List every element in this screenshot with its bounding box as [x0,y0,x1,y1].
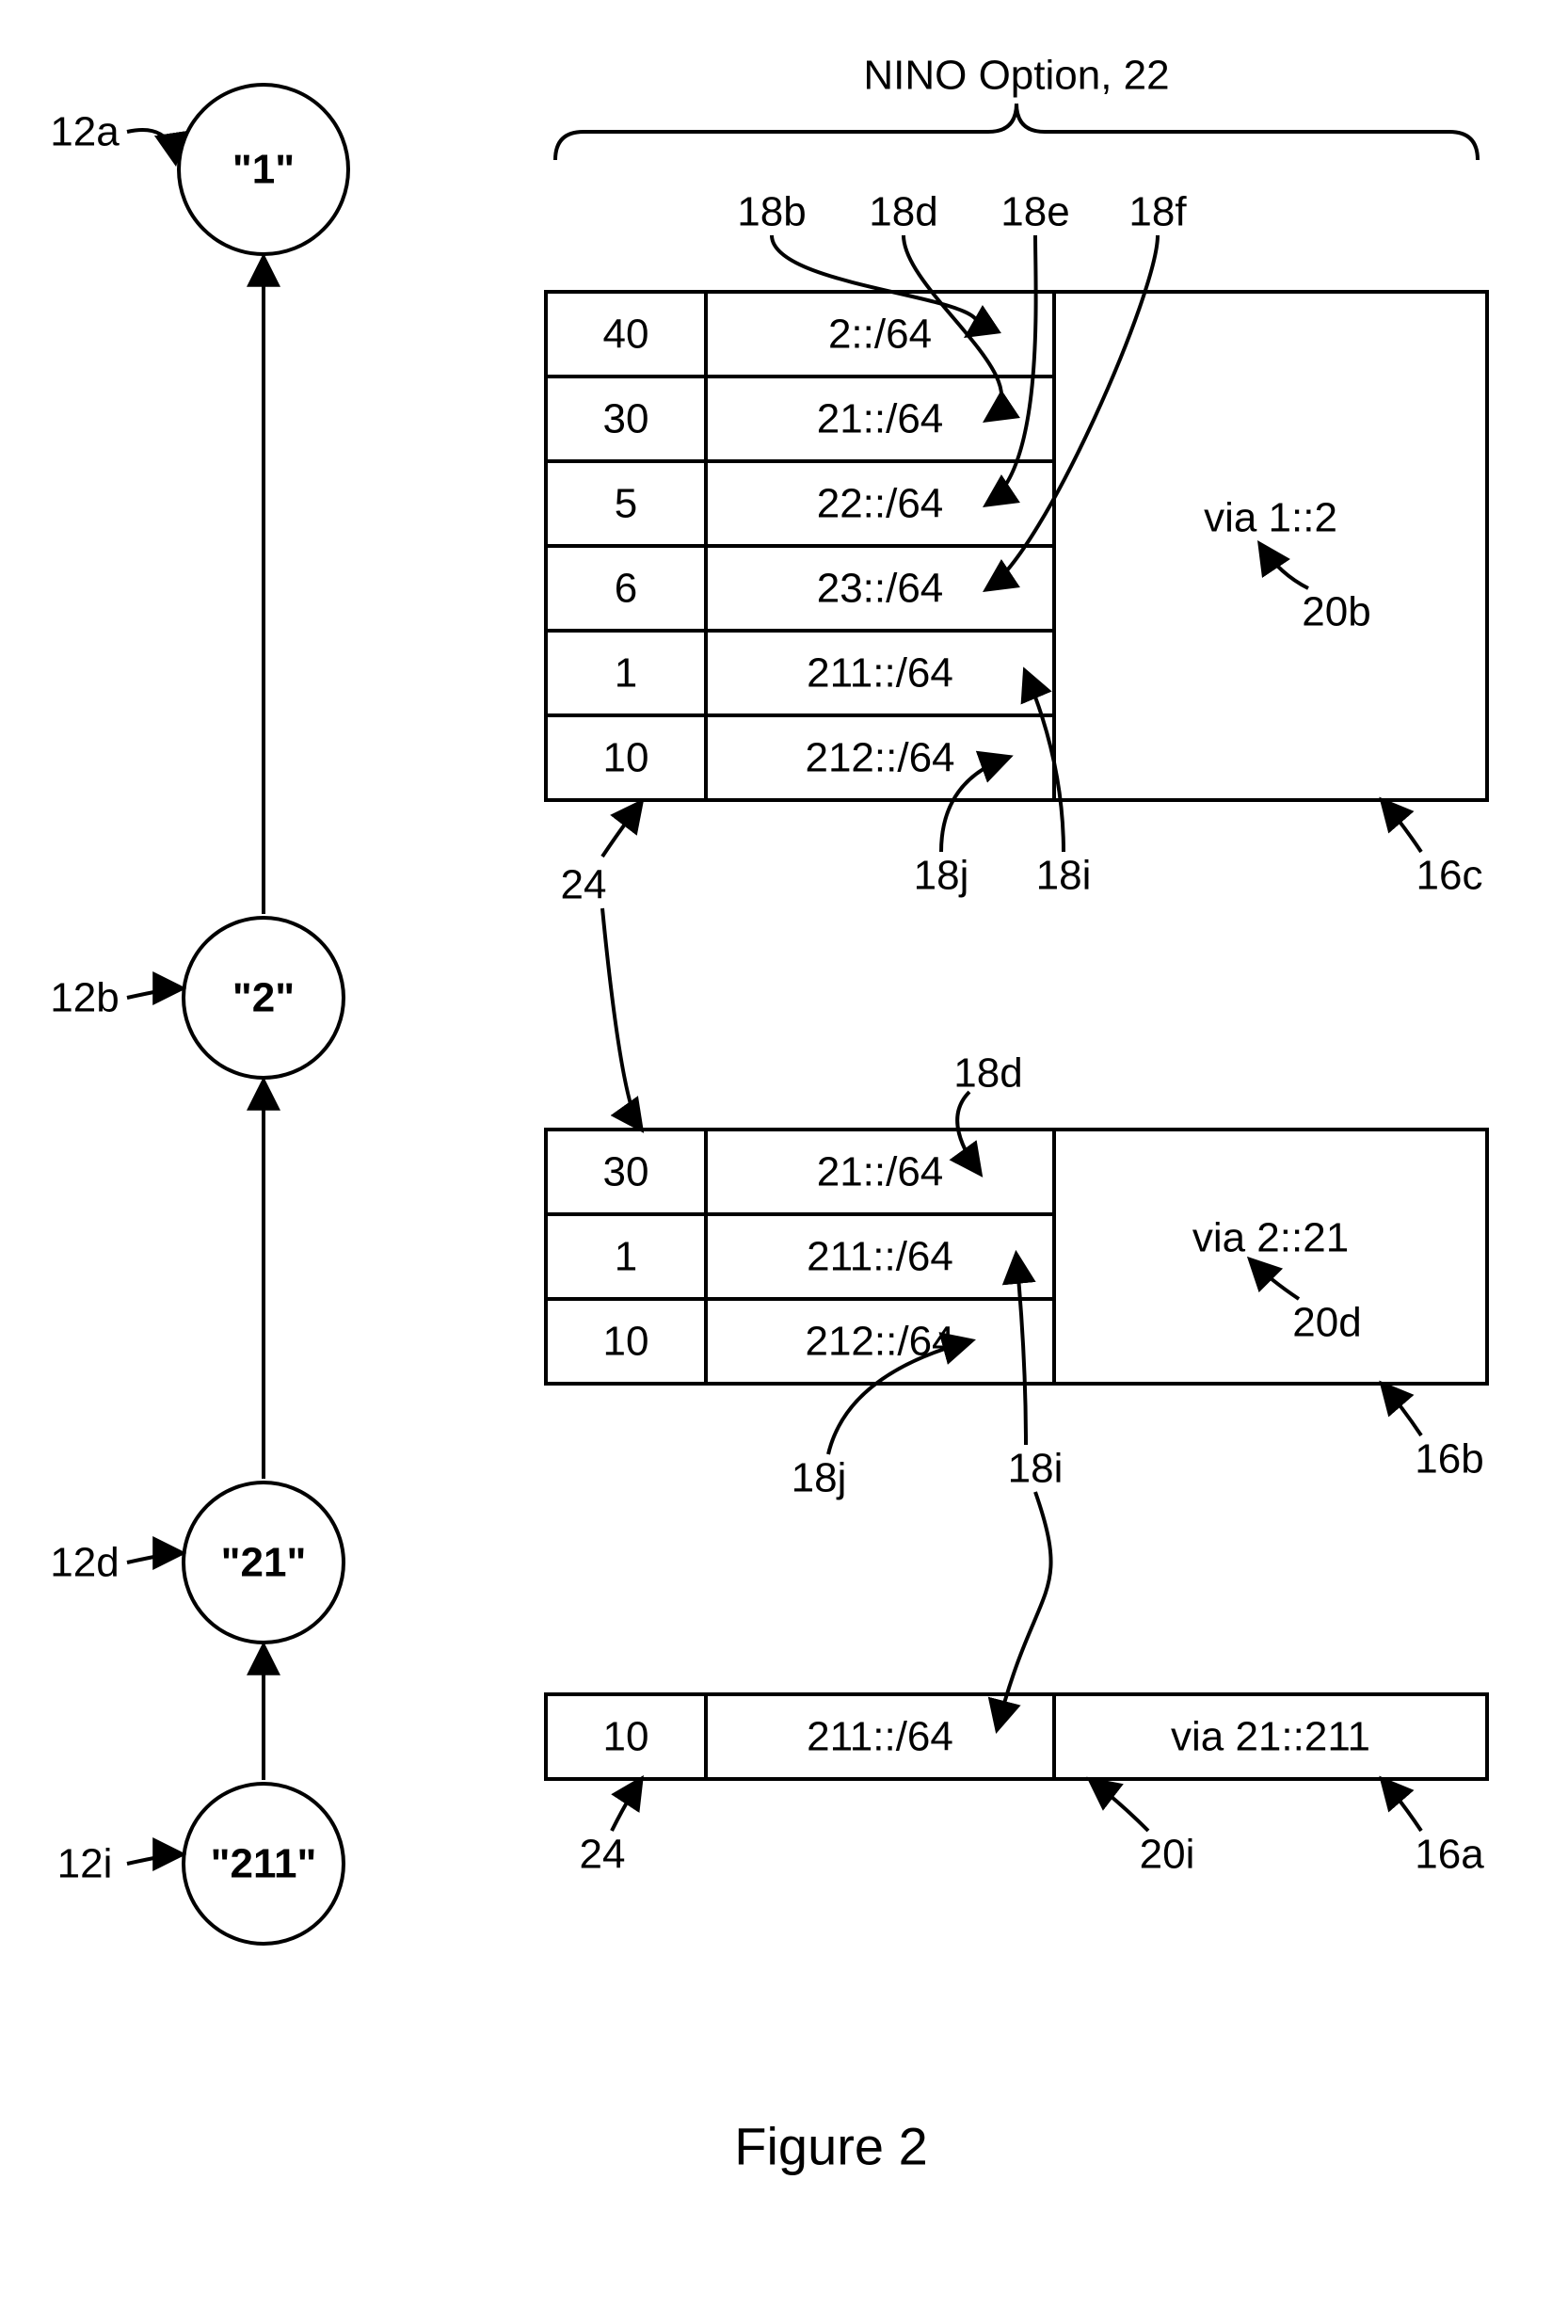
cell-c1-10-5: 10 [603,735,649,781]
tag-16b: 16b [1415,1436,1483,1483]
cell-c1-1-1: 1 [615,1234,637,1280]
via-16a: via 21::211 [1171,1714,1370,1760]
cell-c2-1: 211::/64 [807,1234,953,1280]
figure-caption: Figure 2 [734,2117,927,2176]
leader-18d-mid [957,1092,979,1172]
node-label-12a: "1" [232,147,295,193]
ref-label-12d: 12d [50,1540,119,1586]
node-label-12d: "21" [221,1540,307,1586]
cell-c1-10-2: 10 [603,1319,649,1365]
leader-24-down [602,908,640,1128]
tag-18i-c: 18i [1036,853,1092,899]
cell-c2-0: 21::/64 [817,1149,944,1195]
cell-c1-40-0: 40 [603,312,649,358]
cell-c2-5: 212::/64 [805,735,954,781]
cell-c1-1-4: 1 [615,650,637,697]
node-label-12b: "2" [232,975,295,1021]
tag-20d: 20d [1292,1300,1361,1346]
via-16c: via 1::2 [1204,495,1337,541]
nino-header: NINO Option, 22 [863,53,1169,99]
tag-20i: 20i [1140,1832,1195,1878]
cell-c2-3: 23::/64 [817,566,944,612]
leader-24-up [602,804,640,857]
hdr-label-18d: 18d [869,189,937,235]
tag-18j-c: 18j [914,853,969,899]
tag-16c: 16c [1416,853,1483,899]
ref-label-12i: 12i [57,1841,113,1887]
cell-16a-c1: 10 [603,1714,649,1760]
tag-18j-b: 18j [792,1455,847,1501]
cell-c1-30-1: 30 [603,396,649,442]
tag-24-lower: 24 [580,1832,626,1878]
tag-20b: 20b [1302,589,1370,635]
leader-hdr-3 [988,235,1158,588]
tag-18i-b: 18i [1008,1446,1064,1492]
cell-c2-2: 212::/64 [805,1319,954,1365]
leader-18i-b [1016,1257,1026,1445]
hdr-label-18e: 18e [1000,189,1069,235]
leader-18i-to-16a [998,1492,1051,1727]
ref-label-12a: 12a [50,109,120,155]
leader-20i [1092,1781,1148,1831]
tag-18d-mid: 18d [953,1050,1022,1097]
cell-c1-5-2: 5 [615,481,637,527]
ref-leader-12b [127,988,180,998]
leader-16b [1384,1386,1421,1435]
leader-hdr-2 [988,235,1036,504]
leader-16a [1384,1781,1421,1831]
via-16b: via 2::21 [1192,1215,1349,1261]
ref-leader-12d [127,1553,180,1563]
leader-18i-c [1026,673,1064,852]
diagram-canvas: "1" 12a "2" 12b "21" 12d "211" 12i NINO Option, … [0,0,1568,2324]
cell-c2-2: 22::/64 [817,481,944,527]
tag-16a: 16a [1415,1832,1484,1878]
leader-16c [1384,802,1421,852]
cell-16a-c2: 211::/64 [807,1714,953,1760]
ref-leader-12i [127,1854,180,1864]
cell-c2-0: 2::/64 [828,312,932,358]
hdr-label-18b: 18b [737,189,806,235]
tag-24-upper: 24 [561,862,607,908]
ref-label-12b: 12b [50,975,119,1021]
cell-c2-1: 21::/64 [817,396,944,442]
nino-brace [555,104,1478,160]
cell-c1-30-0: 30 [603,1149,649,1195]
cell-c1-6-3: 6 [615,566,637,612]
node-label-12i: "211" [211,1841,317,1887]
cell-c2-4: 211::/64 [807,650,953,697]
leader-24-lower [612,1781,640,1831]
leader-20d [1252,1261,1299,1299]
ref-leader-12a [127,130,175,160]
hdr-label-18f: 18f [1128,189,1187,235]
leader-20b [1261,546,1308,588]
